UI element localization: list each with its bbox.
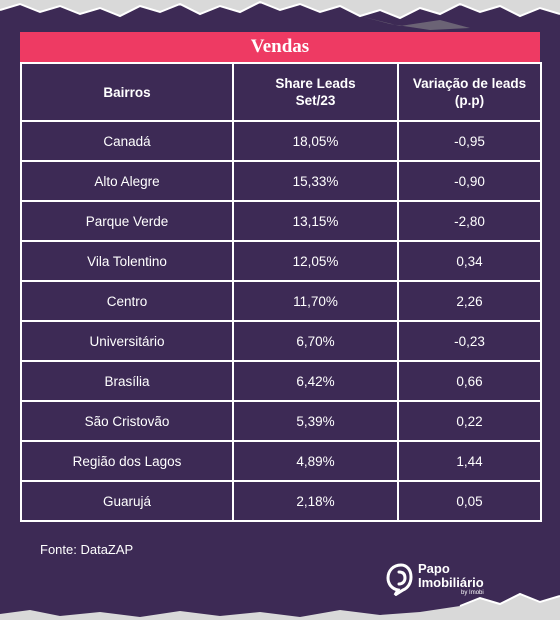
cell-share: 5,39%	[232, 400, 399, 442]
cell-bairro: Centro	[20, 280, 234, 322]
cell-bairro: Canadá	[20, 120, 234, 162]
cell-share: 11,70%	[232, 280, 399, 322]
cell-variacao: 0,22	[397, 400, 542, 442]
cell-variacao: 0,05	[397, 480, 542, 522]
header-variacao: Variação de leads (p.p)	[397, 62, 542, 122]
header-share-leads-label: Share Leads Set/23	[275, 76, 356, 108]
torn-paper-bottom	[0, 592, 560, 620]
cell-share: 18,05%	[232, 120, 399, 162]
table-header-row: Bairros Share Leads Set/23 Variação de l…	[20, 62, 542, 122]
logo-wordmark: Papo Imobiliário by Imobi	[418, 562, 484, 597]
cell-share: 4,89%	[232, 440, 399, 482]
source-note: Fonte: DataZAP	[40, 542, 134, 557]
cell-variacao: -0,23	[397, 320, 542, 362]
cell-variacao: 0,66	[397, 360, 542, 402]
cell-variacao: -0,90	[397, 160, 542, 202]
table-row: Canadá 18,05% -0,95	[20, 120, 542, 162]
cell-bairro: Região dos Lagos	[20, 440, 234, 482]
logo-sub: by Imobi	[461, 590, 484, 596]
cell-share: 6,42%	[232, 360, 399, 402]
torn-paper-top	[0, 0, 560, 30]
logo-line2: Imobiliário	[418, 575, 484, 590]
table-row: São Cristovão 5,39% 0,22	[20, 400, 542, 442]
table-row: Região dos Lagos 4,89% 1,44	[20, 440, 542, 482]
cell-variacao: -0,95	[397, 120, 542, 162]
header-bairros-label: Bairros	[103, 84, 151, 100]
table-row: Parque Verde 13,15% -2,80	[20, 200, 542, 242]
sales-table-container: Vendas Bairros Share Leads Set/23 Variaç…	[20, 32, 542, 522]
cell-bairro: São Cristovão	[20, 400, 234, 442]
cell-share: 13,15%	[232, 200, 399, 242]
sales-table: Bairros Share Leads Set/23 Variação de l…	[20, 62, 542, 522]
logo-mark-icon	[386, 563, 413, 596]
cell-share: 2,18%	[232, 480, 399, 522]
cell-variacao: 1,44	[397, 440, 542, 482]
cell-bairro: Vila Tolentino	[20, 240, 234, 282]
header-bairros: Bairros	[20, 62, 234, 122]
papo-imobiliario-logo: Papo Imobiliário by Imobi	[384, 562, 484, 597]
header-share-leads: Share Leads Set/23	[232, 62, 399, 122]
table-row: Vila Tolentino 12,05% 0,34	[20, 240, 542, 282]
cell-share: 15,33%	[232, 160, 399, 202]
cell-variacao: -2,80	[397, 200, 542, 242]
cell-share: 6,70%	[232, 320, 399, 362]
cell-variacao: 0,34	[397, 240, 542, 282]
table-row: Alto Alegre 15,33% -0,90	[20, 160, 542, 202]
table-row: Brasília 6,42% 0,66	[20, 360, 542, 402]
cell-share: 12,05%	[232, 240, 399, 282]
header-variacao-label: Variação de leads (p.p)	[412, 76, 527, 108]
cell-bairro: Alto Alegre	[20, 160, 234, 202]
cell-bairro: Parque Verde	[20, 200, 234, 242]
logo-line1: Papo	[418, 561, 450, 576]
table-row: Guarujá 2,18% 0,05	[20, 480, 542, 522]
table-row: Centro 11,70% 2,26	[20, 280, 542, 322]
cell-variacao: 2,26	[397, 280, 542, 322]
cell-bairro: Brasília	[20, 360, 234, 402]
cell-bairro: Guarujá	[20, 480, 234, 522]
table-title: Vendas	[20, 32, 540, 62]
table-row: Universitário 6,70% -0,23	[20, 320, 542, 362]
cell-bairro: Universitário	[20, 320, 234, 362]
